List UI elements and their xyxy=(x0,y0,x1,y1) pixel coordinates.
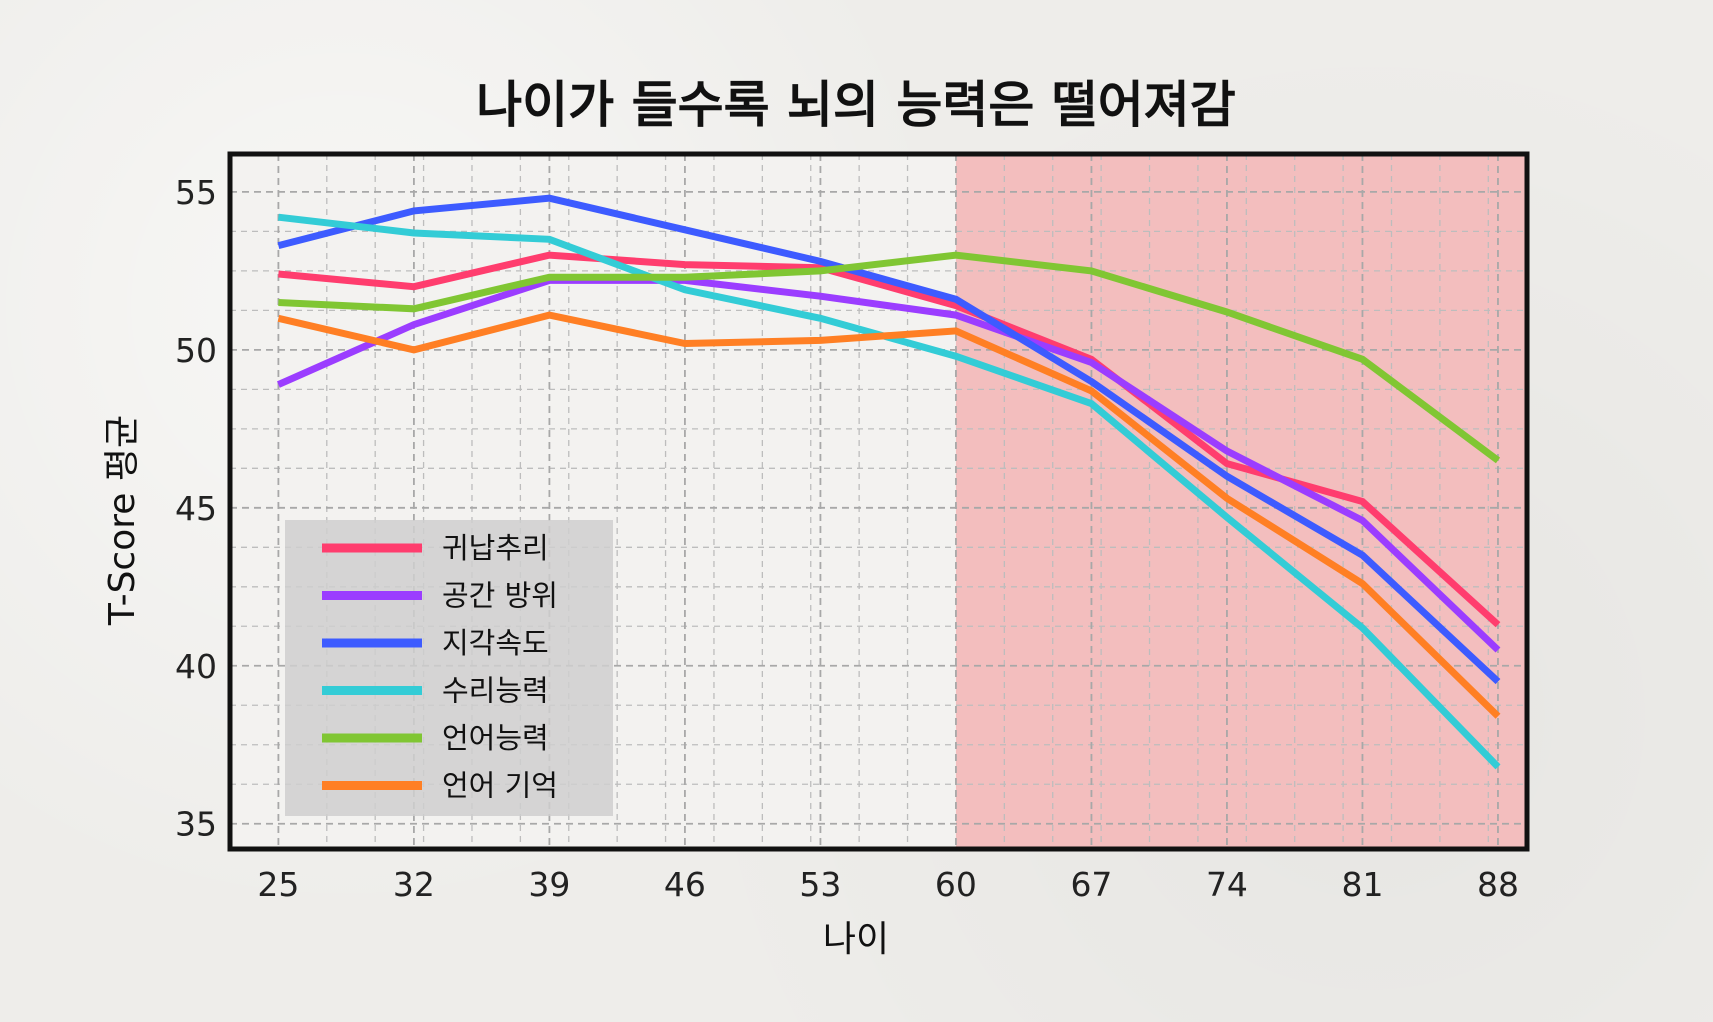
y-tick-label: 35 xyxy=(175,805,217,844)
legend-item: 공간 방위 xyxy=(322,579,558,613)
legend-label: 귀납추리 xyxy=(442,531,549,565)
x-tick-label: 67 xyxy=(1070,865,1112,904)
y-tick-label: 50 xyxy=(175,331,217,370)
legend-item: 지각속도 xyxy=(322,626,549,660)
x-axis-label: 나이 xyxy=(823,919,889,960)
legend-label: 수리능력 xyxy=(442,674,549,708)
chart-title: 나이가 들수록 뇌의 능력은 떨어져감 xyxy=(476,76,1236,134)
highlight-region xyxy=(955,154,1527,849)
x-tick-label: 25 xyxy=(257,865,299,904)
y-tick-label: 40 xyxy=(175,647,217,686)
legend-label: 언어능력 xyxy=(442,721,549,755)
x-tick-label: 74 xyxy=(1206,865,1248,904)
y-tick-label: 55 xyxy=(175,173,217,212)
y-tick-label: 45 xyxy=(175,489,217,528)
series-line-3 xyxy=(277,194,1501,685)
x-tick-label: 32 xyxy=(393,865,435,904)
x-tick-label: 60 xyxy=(935,865,977,904)
x-tick-label: 39 xyxy=(528,865,570,904)
y-axis-label: T-Score 평균 xyxy=(102,415,143,626)
x-tick-label: 53 xyxy=(799,865,841,904)
x-tick-label: 88 xyxy=(1477,865,1519,904)
x-tick-label: 81 xyxy=(1341,865,1383,904)
series-line-2 xyxy=(276,276,1501,653)
legend-label: 지각속도 xyxy=(442,626,549,660)
series-line-6 xyxy=(277,311,1501,719)
x-tick-label: 46 xyxy=(664,865,706,904)
legend-item: 수리능력 xyxy=(322,674,549,708)
legend-item: 언어 기억 xyxy=(322,769,558,803)
legend-label: 공간 방위 xyxy=(442,579,558,613)
plot-border xyxy=(227,151,1530,852)
legend-item: 귀납추리 xyxy=(322,531,549,565)
legend-label: 언어 기억 xyxy=(442,769,558,803)
series-line-5 xyxy=(278,251,1501,464)
legend-item: 언어능력 xyxy=(322,721,549,755)
legend-background xyxy=(285,520,613,816)
